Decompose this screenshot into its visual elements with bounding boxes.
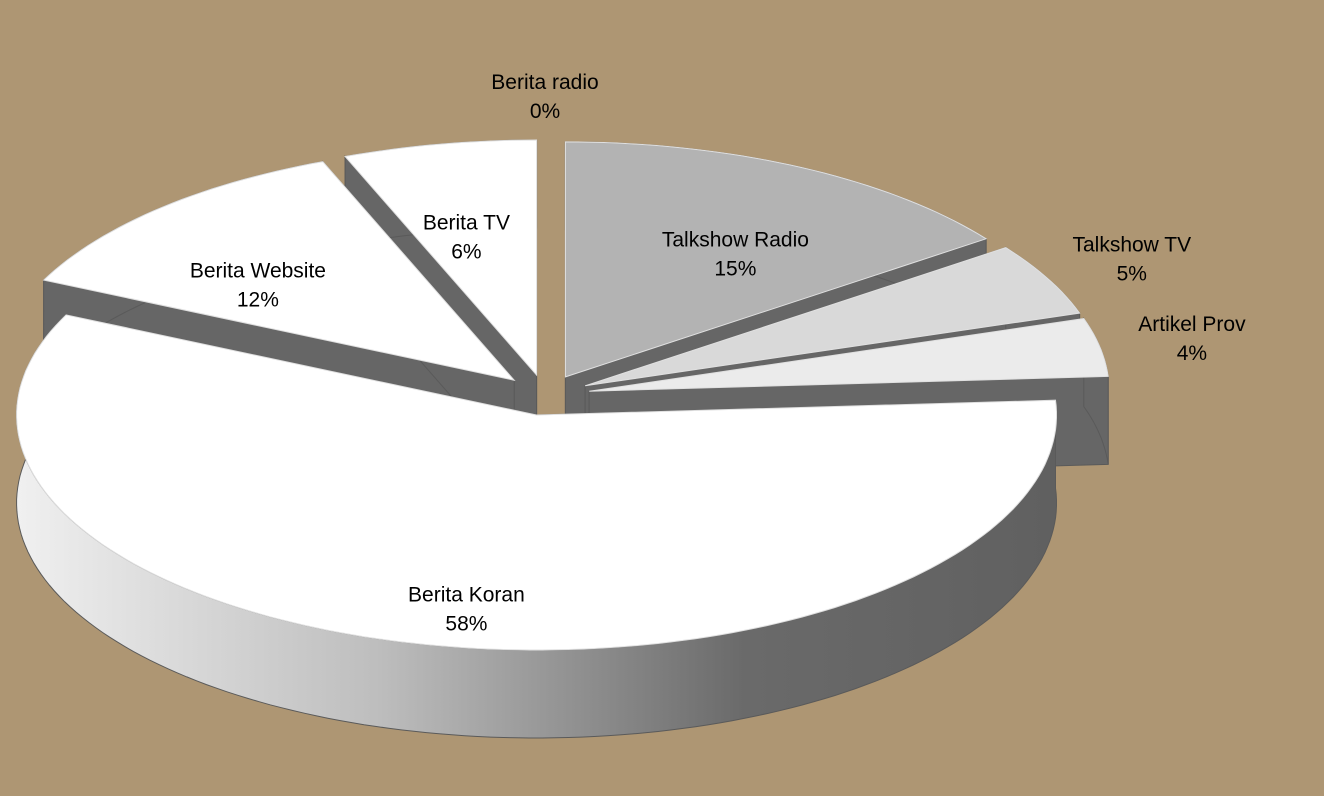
- slice-value-label: 12%: [237, 288, 279, 311]
- slice-value-label: 6%: [451, 240, 481, 263]
- slice-label: Artikel Prov: [1138, 313, 1246, 336]
- slice: [589, 318, 1109, 392]
- slice-label: Berita radio: [491, 71, 598, 94]
- slice-value-label: 5%: [1117, 262, 1147, 285]
- slice-label: Berita Website: [190, 259, 326, 282]
- slice-label: Talkshow TV: [1072, 233, 1191, 256]
- slice: [344, 139, 538, 377]
- slice-value-label: 0%: [530, 100, 560, 123]
- slice: [16, 314, 1057, 651]
- slice-value-label: 4%: [1177, 342, 1207, 365]
- slice: [584, 247, 1081, 387]
- slice-value-label: 15%: [714, 258, 756, 281]
- slice: [564, 141, 988, 378]
- slice-label: Talkshow Radio: [662, 229, 809, 252]
- slice-label: Berita Koran: [408, 584, 525, 607]
- slice-label: Berita TV: [423, 211, 510, 234]
- slice-value-label: 58%: [445, 613, 487, 636]
- slice: [42, 161, 516, 382]
